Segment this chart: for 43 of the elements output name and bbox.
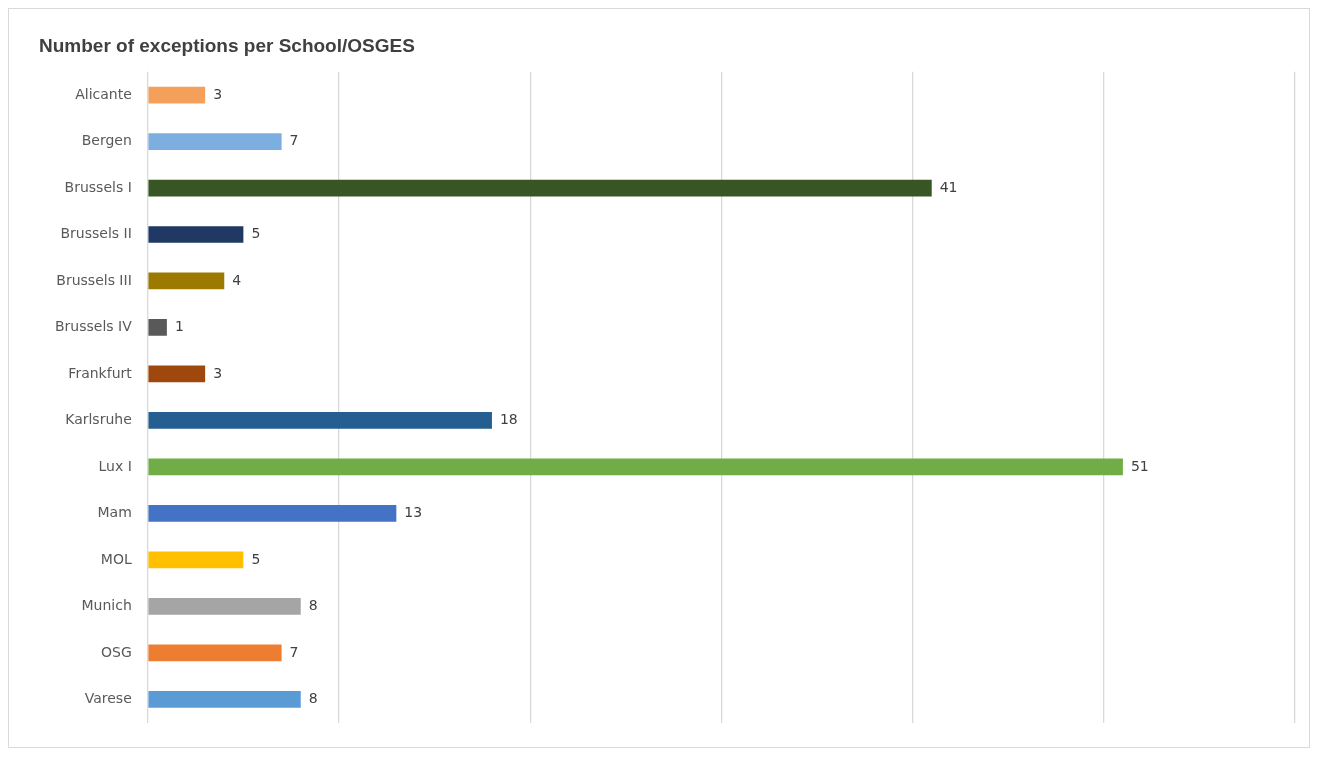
data-label: 8 — [308, 690, 318, 706]
y-tick-label: Brussels IV — [54, 318, 133, 335]
y-tick-label: Frankfurt — [68, 364, 133, 381]
y-tick-label: OSG — [101, 643, 132, 660]
data-label: 1 — [174, 318, 184, 335]
y-tick-label: Brussels II — [60, 225, 132, 242]
data-label: 5 — [251, 550, 261, 567]
data-label: 13 — [404, 504, 423, 521]
data-label: 5 — [251, 225, 261, 242]
bar — [148, 644, 282, 662]
bar — [148, 412, 492, 429]
data-label: 41 — [939, 178, 958, 195]
bar — [148, 458, 1123, 476]
y-tick-label: Brussels I — [64, 178, 132, 195]
chart-title: Number of exceptions per School/OSGES — [39, 34, 415, 56]
data-label: 3 — [213, 85, 223, 102]
data-label: 3 — [213, 364, 223, 381]
bar — [148, 179, 932, 197]
bar — [148, 319, 167, 336]
bar — [148, 551, 244, 569]
data-label: 8 — [308, 597, 318, 614]
data-label: 51 — [1130, 457, 1149, 474]
data-label: 7 — [289, 643, 299, 660]
data-label: 18 — [499, 411, 518, 428]
y-tick-label: Brussels III — [56, 271, 132, 288]
data-label: 4 — [232, 271, 242, 288]
y-tick-label: Alicante — [75, 85, 132, 102]
bar — [148, 226, 244, 243]
y-tick-label: Munich — [81, 597, 132, 614]
bar — [148, 690, 301, 708]
y-tick-label: Mam — [97, 504, 132, 521]
bar — [148, 272, 225, 290]
bar — [148, 133, 282, 150]
y-tick-label: Lux I — [98, 457, 132, 474]
bar — [148, 86, 206, 104]
data-label: 7 — [289, 132, 299, 149]
y-tick-label: Bergen — [81, 132, 132, 149]
y-tick-label: Karlsruhe — [65, 411, 132, 428]
y-tick-label: MOL — [100, 550, 132, 567]
bar — [148, 365, 206, 383]
bar — [148, 505, 397, 522]
bar — [148, 598, 301, 615]
y-tick-label: Varese — [84, 690, 132, 706]
